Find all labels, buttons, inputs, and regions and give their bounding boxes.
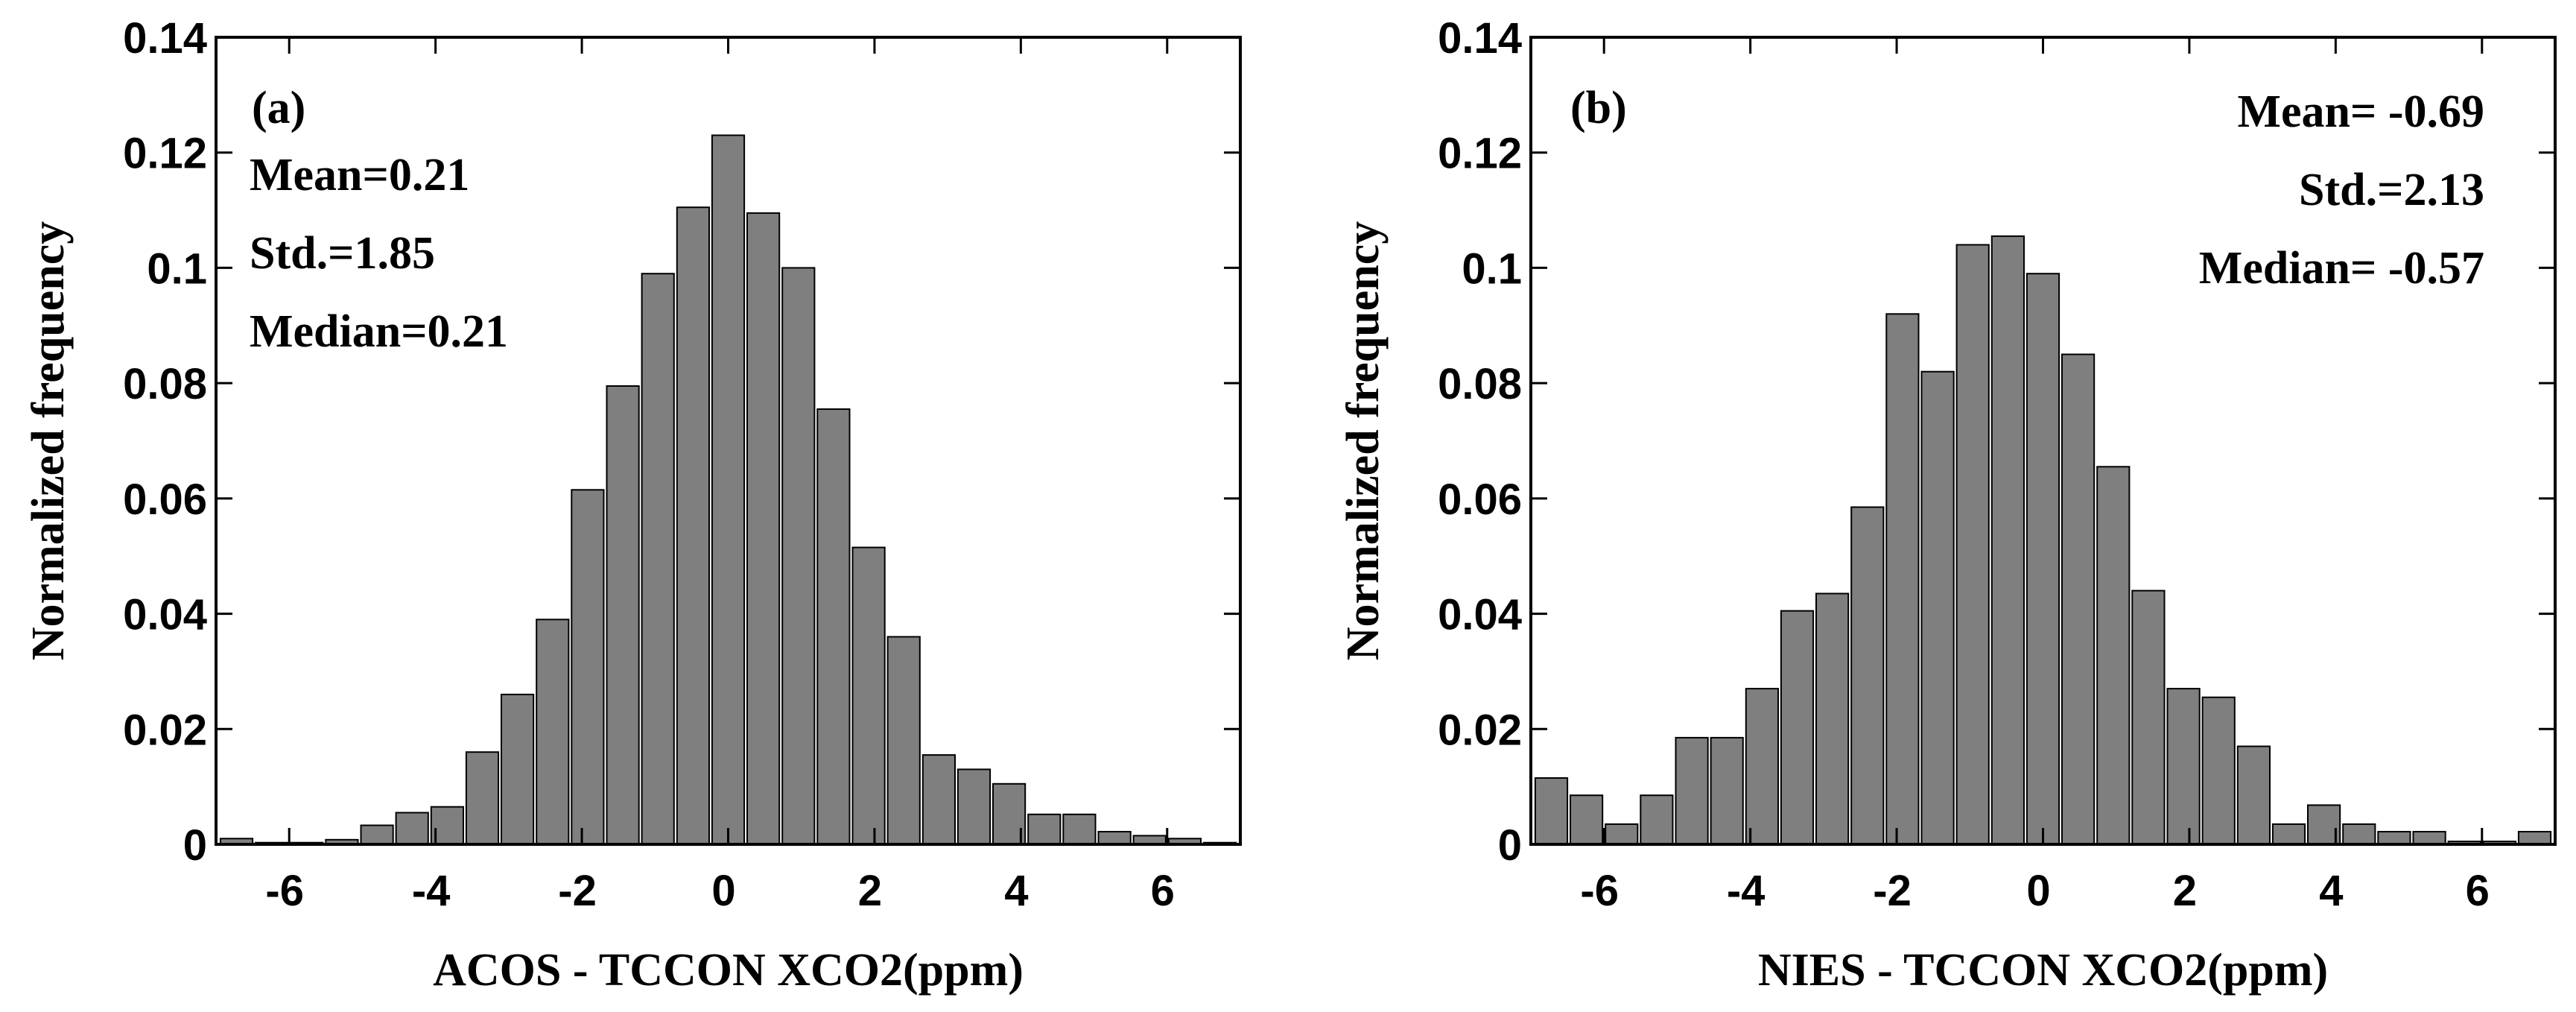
histogram-bar bbox=[886, 636, 921, 845]
panel-label: (b) bbox=[1570, 83, 1627, 133]
y-tick-label: 0.04 bbox=[123, 591, 207, 639]
histogram-bar bbox=[2061, 353, 2096, 845]
histogram-bar bbox=[1097, 831, 1132, 845]
bars-panel-a bbox=[219, 134, 1237, 846]
x-tick-label: 6 bbox=[2466, 867, 2490, 915]
histogram-bar bbox=[465, 751, 500, 846]
histogram-bar bbox=[1640, 794, 1674, 845]
x-axis-title: NIES - TCCON XCO2(ppm) bbox=[1758, 945, 2328, 996]
histogram-bar bbox=[2517, 831, 2552, 845]
histogram-bar bbox=[641, 273, 675, 845]
x-tick-label: -6 bbox=[1580, 867, 1619, 915]
histogram-bar bbox=[2166, 688, 2201, 845]
stats-annotation: Median=0.21 bbox=[250, 306, 508, 357]
histogram-bar bbox=[606, 385, 640, 845]
histogram-bar bbox=[746, 212, 781, 845]
histogram-bar bbox=[2271, 823, 2306, 846]
histogram-bar bbox=[1920, 370, 1955, 845]
histogram-bar bbox=[1955, 244, 1990, 845]
x-tick-label: -2 bbox=[1873, 867, 1912, 915]
histogram-bar bbox=[395, 812, 429, 845]
histogram-bar bbox=[2342, 823, 2376, 846]
histogram-bar bbox=[851, 546, 886, 845]
x-tick-label: -4 bbox=[412, 867, 451, 915]
histogram-bar bbox=[1745, 688, 1780, 845]
histogram-bar bbox=[2236, 745, 2271, 845]
histogram-bar bbox=[1675, 736, 1709, 846]
histogram-bar bbox=[1027, 813, 1062, 846]
y-tick-label: 0.02 bbox=[123, 706, 207, 754]
histogram-bar bbox=[1990, 235, 2025, 845]
histogram-bar bbox=[1534, 777, 1569, 845]
histogram-bar bbox=[2131, 589, 2166, 845]
y-axis-title: Normalized frequency bbox=[1338, 221, 1389, 660]
y-tick-label: 0.14 bbox=[123, 14, 207, 63]
histogram-bar bbox=[2096, 466, 2131, 845]
y-tick-label: 0.08 bbox=[123, 360, 207, 408]
histogram-bar bbox=[816, 408, 851, 845]
x-axis-title: ACOS - TCCON XCO2(ppm) bbox=[433, 945, 1024, 996]
y-tick-label: 0.02 bbox=[1438, 706, 1522, 754]
y-tick-label: 0.12 bbox=[1438, 130, 1522, 178]
y-axis-title: Normalized frequency bbox=[23, 221, 74, 660]
stats-annotation: Std.=2.13 bbox=[2299, 165, 2484, 215]
x-tick-label: -6 bbox=[265, 867, 304, 915]
bars-panel-b bbox=[1534, 235, 2552, 846]
histogram-bar bbox=[957, 768, 992, 846]
histogram-bar bbox=[1605, 823, 1639, 846]
stats-annotation: Std.=1.85 bbox=[250, 228, 435, 279]
histogram-bar bbox=[2025, 273, 2061, 845]
y-tick-label: 0 bbox=[183, 821, 207, 870]
x-tick-label: 0 bbox=[2026, 867, 2050, 915]
x-tick-label: 4 bbox=[2319, 867, 2343, 915]
histogram-bar bbox=[1062, 813, 1097, 846]
y-tick-label: 0.1 bbox=[1462, 244, 1522, 293]
y-tick-label: 0.14 bbox=[1438, 14, 1522, 63]
x-tick-label: 2 bbox=[858, 867, 882, 915]
histogram-bar bbox=[501, 693, 535, 846]
histogram-bar bbox=[536, 619, 570, 845]
histogram-bar bbox=[1815, 592, 1850, 845]
histogram-bar bbox=[711, 134, 746, 845]
histogram-bar bbox=[1710, 736, 1744, 846]
histogram-bar bbox=[781, 267, 816, 845]
histogram-bar bbox=[571, 489, 605, 845]
x-tick-label: -4 bbox=[1727, 867, 1766, 915]
x-tick-label: 2 bbox=[2173, 867, 2197, 915]
histogram-bar bbox=[2201, 696, 2236, 846]
x-tick-label: -2 bbox=[558, 867, 597, 915]
x-tick-label: 4 bbox=[1004, 867, 1028, 915]
histogram-bar bbox=[921, 754, 957, 845]
histogram-bar bbox=[676, 206, 710, 845]
y-tick-label: 0 bbox=[1498, 821, 1522, 870]
histogram-bar bbox=[1570, 794, 1604, 845]
stats-annotation: Mean=0.21 bbox=[250, 150, 469, 200]
stats-annotation: Mean= -0.69 bbox=[2238, 86, 2485, 137]
histogram-bar bbox=[2412, 831, 2446, 845]
y-tick-label: 0.06 bbox=[123, 475, 207, 524]
x-tick-label: 0 bbox=[711, 867, 735, 915]
histogram-bar bbox=[1780, 610, 1815, 845]
y-tick-label: 0.08 bbox=[1438, 360, 1522, 408]
stats-annotation: Median= -0.57 bbox=[2199, 243, 2484, 294]
histogram-bar bbox=[2377, 831, 2411, 845]
histogram-bar bbox=[360, 824, 394, 845]
histogram-bar bbox=[1850, 506, 1885, 845]
y-tick-label: 0.04 bbox=[1438, 591, 1522, 639]
histogram-bar bbox=[1885, 313, 1920, 845]
y-tick-label: 0.1 bbox=[147, 244, 207, 293]
y-tick-label: 0.12 bbox=[123, 130, 207, 178]
y-tick-label: 0.06 bbox=[1438, 475, 1522, 524]
x-tick-label: 6 bbox=[1151, 867, 1175, 915]
panel-label: (a) bbox=[252, 83, 305, 133]
